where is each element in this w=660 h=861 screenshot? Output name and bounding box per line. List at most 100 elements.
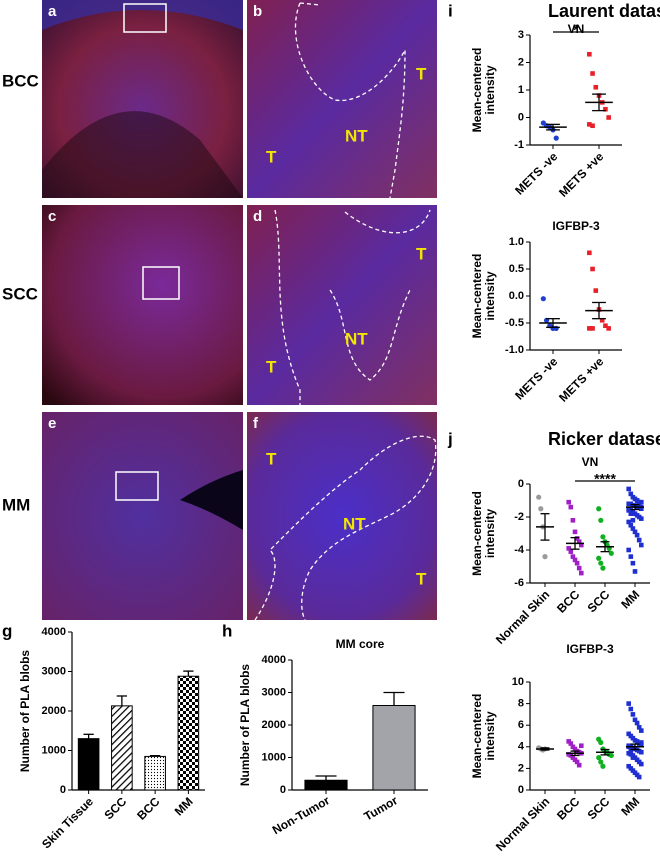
x-tick-label: BCC	[134, 794, 163, 823]
data-point	[628, 522, 634, 528]
data-point	[628, 748, 634, 754]
data-point	[587, 250, 592, 256]
data-point	[600, 565, 606, 571]
image-c	[42, 205, 243, 405]
data-point	[608, 550, 614, 556]
panel-letter: g	[2, 621, 12, 640]
data-point	[600, 534, 606, 540]
bar	[177, 675, 200, 791]
panel-letter: b	[253, 3, 262, 20]
tumor-boundary	[274, 209, 431, 405]
data-point	[599, 318, 605, 323]
y-tick-label: 2000	[262, 719, 286, 731]
data-point	[590, 266, 595, 272]
inset-box	[115, 471, 159, 501]
data-point	[630, 518, 636, 523]
region-label: NT	[343, 514, 366, 533]
data-point	[628, 554, 634, 559]
tumor-boundary	[294, 2, 406, 199]
data-point	[630, 526, 636, 531]
inset-box	[123, 3, 167, 33]
chart-title: VN	[568, 22, 585, 36]
data-point	[636, 774, 642, 780]
data-point	[587, 51, 592, 57]
row-label: MM	[2, 495, 30, 514]
y-tick-label: -1	[514, 139, 524, 151]
data-point	[628, 491, 634, 497]
y-tick-label: -0.5	[505, 317, 524, 329]
image-detail	[42, 0, 243, 30]
y-tick-label: 4000	[42, 626, 66, 638]
data-point	[626, 701, 631, 706]
bar	[304, 779, 348, 791]
image-f	[247, 412, 437, 620]
region-label: T	[266, 449, 277, 468]
data-point	[570, 518, 576, 523]
data-point	[570, 554, 576, 559]
data-point	[634, 498, 640, 503]
y-axis-label: Number of PLA blobs	[18, 650, 32, 773]
data-point	[572, 557, 578, 563]
data-point	[626, 486, 631, 492]
y-tick-label: 0	[60, 784, 66, 796]
data-point	[598, 759, 604, 765]
panel-letter: d	[253, 208, 262, 225]
data-point	[639, 749, 644, 755]
panel-letter: j	[447, 429, 453, 448]
y-tick-label: 4	[518, 741, 525, 753]
data-point	[603, 323, 608, 328]
chart-title: VN	[582, 455, 599, 469]
chart-title: MM core	[336, 637, 385, 651]
data-point	[636, 725, 642, 730]
data-point	[579, 743, 584, 749]
x-tick-label: METS -ve	[512, 149, 560, 197]
y-tick-label: 0.0	[509, 290, 524, 302]
x-tick-label: SCC	[585, 587, 613, 615]
significance-label: ****	[594, 471, 616, 487]
data-point	[576, 539, 582, 545]
y-tick-label: 10	[512, 676, 524, 688]
data-point	[606, 326, 611, 331]
panel-heading: Ricker dataset	[548, 429, 660, 449]
chart-title: IGFBP-3	[552, 219, 600, 233]
data-point	[579, 570, 584, 576]
data-point	[576, 762, 582, 768]
data-point	[593, 84, 599, 90]
x-tick-label: SCC	[101, 794, 129, 822]
data-point	[598, 560, 604, 566]
data-point	[603, 106, 608, 112]
x-tick-label: METS -ve	[512, 354, 560, 402]
y-axis-label: Number of PLA blobs	[238, 664, 252, 787]
y-axis-label: intensity	[483, 509, 497, 559]
data-point	[628, 706, 634, 712]
y-tick-label: -1.0	[505, 344, 524, 356]
data-point	[579, 542, 584, 548]
y-tick-label: 1000	[262, 751, 286, 763]
data-point	[566, 546, 571, 551]
panel-letter: e	[48, 415, 56, 432]
data-point	[606, 115, 611, 120]
x-tick-label: METS +ve	[556, 354, 606, 404]
y-tick-label: 0	[518, 111, 524, 123]
y-tick-label: 3000	[262, 686, 286, 698]
data-point	[630, 712, 636, 717]
data-point	[568, 504, 574, 510]
data-point	[596, 555, 602, 561]
panel-letter: i	[448, 1, 453, 20]
y-axis-label: Mean-centered	[470, 491, 484, 576]
panel-heading: Laurent dataset	[548, 1, 660, 21]
y-axis-label: Mean-centered	[470, 694, 484, 779]
y-tick-label: 0.5	[509, 263, 524, 275]
panel-letter: h	[222, 621, 232, 640]
bar	[111, 705, 133, 791]
y-tick-label: -4	[514, 544, 525, 556]
region-label: T	[416, 569, 427, 588]
y-axis-label: intensity	[483, 711, 497, 761]
tumor-boundary	[254, 435, 437, 621]
data-point	[626, 547, 631, 553]
data-point	[639, 516, 644, 521]
x-tick-label: Tumor	[362, 793, 401, 824]
data-point	[568, 741, 574, 746]
y-tick-label: 0	[518, 784, 524, 796]
